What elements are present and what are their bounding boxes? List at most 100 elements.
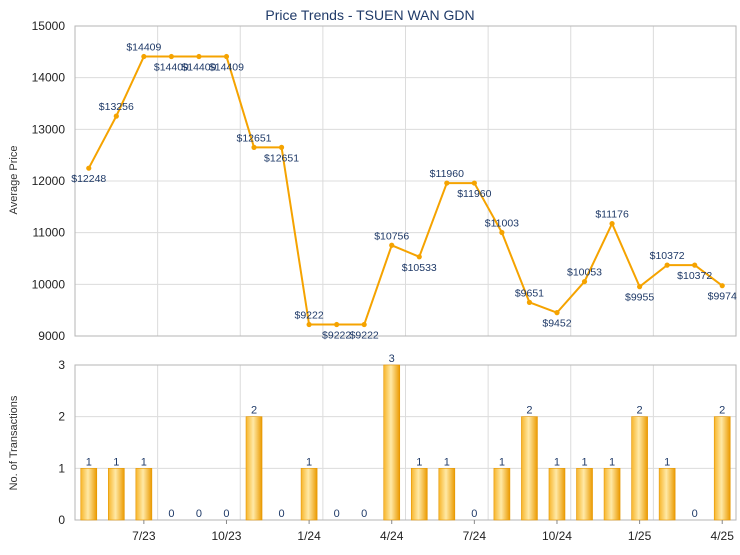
x-tick-label: 7/24 [463, 529, 487, 543]
price-point [719, 283, 725, 289]
price-data-label: $11960 [430, 168, 464, 180]
transaction-count-label: 1 [306, 456, 312, 468]
price-point [692, 262, 698, 268]
x-tick-label: 1/25 [628, 529, 652, 543]
transaction-count-label: 3 [389, 353, 395, 365]
transaction-count-label: 0 [334, 508, 340, 520]
transaction-count-label: 1 [444, 456, 450, 468]
price-point [86, 165, 92, 171]
bottom-y-axis-title: No. of Transactions [8, 395, 20, 490]
transaction-bar [438, 468, 456, 521]
price-point [196, 53, 202, 60]
price-data-label: $14409 [209, 62, 244, 74]
transaction-bar [410, 468, 428, 521]
transaction-bar [245, 416, 263, 521]
price-data-label: $9452 [542, 318, 571, 330]
transaction-bar [521, 416, 538, 521]
top-y-axis-title: Average Price [8, 146, 20, 215]
y-tick-label: 9000 [38, 329, 65, 343]
transactions-panel: 0 1 2 3 1 1 1 0 0 0 2 0 1 0 0 3 1 1 0 1 2 1 1 1 2 1 0 2 7/23 10/23 1/2… [58, 353, 737, 543]
transaction-count-label: 2 [637, 405, 643, 417]
price-point [554, 310, 560, 316]
transaction-bar [658, 468, 676, 521]
transaction-bar [383, 364, 401, 521]
transaction-count-label: 0 [279, 508, 285, 520]
price-data-label: $11960 [457, 188, 491, 200]
price-point [361, 321, 367, 328]
transaction-count-label: 1 [141, 456, 147, 468]
transaction-count-label: 0 [361, 508, 367, 520]
transaction-count-label: 0 [692, 508, 698, 520]
price-data-label: $9222 [295, 310, 324, 322]
price-point [664, 262, 670, 268]
transaction-count-label: 0 [223, 508, 229, 520]
price-point [416, 254, 422, 260]
transaction-count-label: 1 [664, 456, 670, 468]
x-tick-label: 4/24 [380, 529, 404, 543]
y-tick-label: 2 [58, 410, 65, 424]
transaction-bar [548, 468, 566, 521]
price-data-label: $13256 [99, 101, 134, 113]
y-tick-label: 1 [58, 461, 65, 475]
transaction-bar [603, 468, 621, 521]
transaction-bar [631, 416, 648, 521]
transaction-count-label: 0 [168, 508, 174, 520]
transaction-count-label: 1 [499, 456, 505, 468]
price-data-label: $14409 [181, 62, 216, 74]
price-point [334, 321, 340, 328]
price-data-label: $12651 [236, 132, 271, 144]
y-tick-label: 12000 [32, 174, 66, 188]
price-point [499, 229, 505, 236]
y-tick-label: 0 [58, 513, 65, 527]
price-point [581, 278, 588, 285]
x-tick-label: 10/24 [542, 529, 572, 543]
transaction-bar [713, 416, 731, 521]
transaction-count-label: 1 [554, 456, 560, 468]
price-data-label: $9222 [322, 330, 351, 342]
price-data-label: $10053 [567, 267, 602, 279]
plot-frame [74, 25, 737, 337]
price-point [471, 180, 477, 186]
price-data-label: $12651 [264, 152, 299, 164]
price-point [223, 53, 230, 60]
price-data-label: $9974 [708, 291, 737, 303]
price-point [141, 53, 147, 60]
transaction-count-label: 1 [581, 456, 587, 468]
price-data-label: $14409 [126, 42, 161, 54]
price-data-label: $10372 [650, 250, 685, 262]
x-tick-label: 10/23 [211, 529, 241, 543]
transaction-bar [80, 468, 98, 521]
chart-title: Price Trends - TSUEN WAN GDN [265, 7, 474, 23]
price-point [526, 299, 533, 305]
transaction-count-label: 0 [196, 508, 202, 520]
price-data-label: $11176 [595, 209, 629, 221]
price-point [389, 242, 395, 248]
y-tick-label: 13000 [32, 122, 66, 136]
transaction-bar [576, 468, 593, 521]
price-point [278, 144, 285, 150]
price-point [113, 113, 119, 119]
transaction-count-label: 1 [416, 456, 422, 468]
price-point [444, 180, 450, 186]
price-data-label: $9222 [350, 330, 379, 342]
transaction-count-label: 0 [471, 508, 477, 520]
transaction-bar [108, 468, 125, 521]
transaction-bar [300, 468, 318, 521]
transaction-count-label: 2 [526, 405, 532, 417]
price-point [251, 144, 257, 150]
transaction-count-label: 1 [609, 456, 615, 468]
x-tick-label: 7/23 [132, 529, 156, 543]
transaction-bar [135, 468, 153, 521]
x-tick-label: 1/24 [297, 529, 321, 543]
price-point [168, 53, 174, 60]
y-tick-label: 11000 [33, 226, 66, 240]
price-data-label: $11003 [485, 218, 519, 230]
price-line [87, 55, 723, 326]
price-data-label: $10372 [677, 270, 712, 282]
y-tick-label: 14000 [32, 71, 66, 85]
y-tick-label: 15000 [32, 19, 66, 33]
plot-frame [74, 364, 737, 521]
price-data-label: $12248 [71, 173, 106, 185]
price-data-label: $14409 [154, 62, 189, 74]
